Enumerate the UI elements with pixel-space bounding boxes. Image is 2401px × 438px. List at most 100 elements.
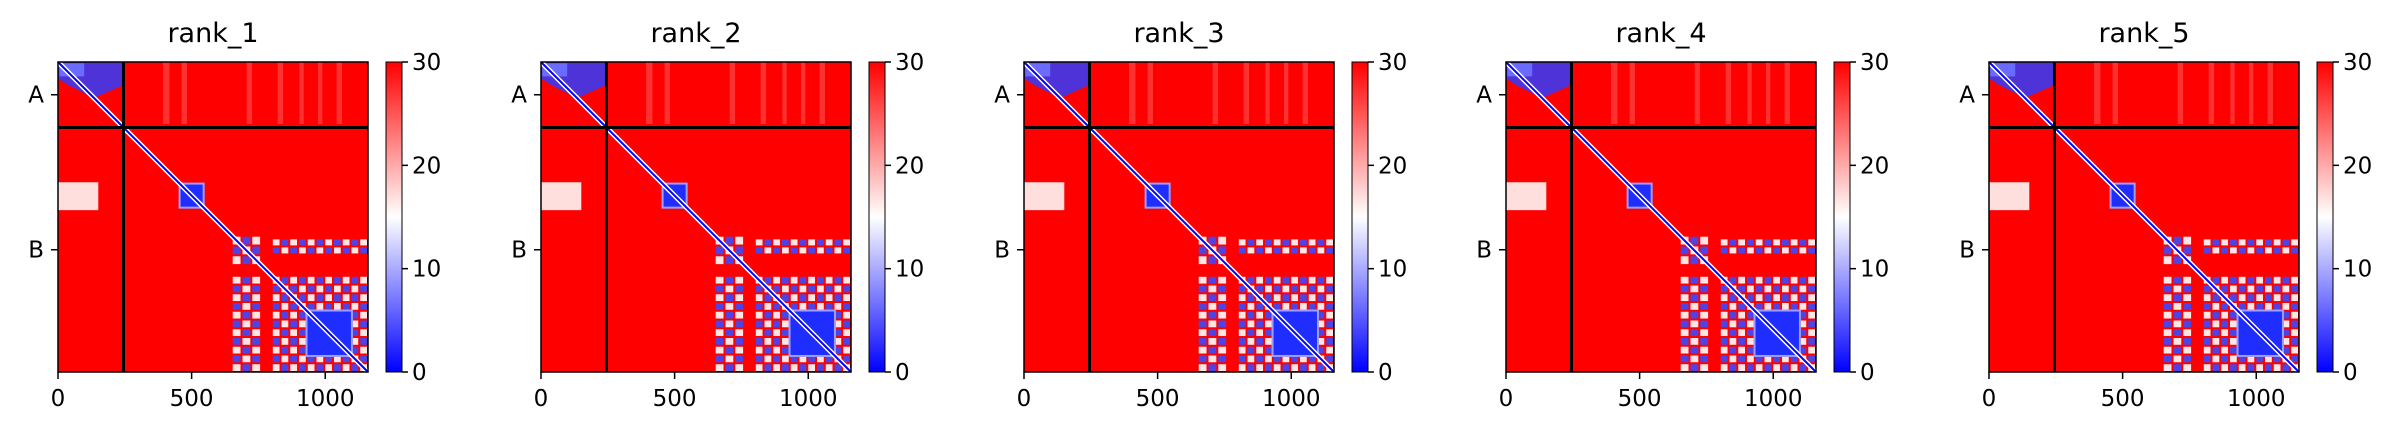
heatmap-cell: [325, 294, 333, 302]
colorbar-tick-label: 0: [412, 360, 427, 386]
heatmap-cell: [1700, 355, 1709, 363]
heatmap-cell: [773, 247, 781, 254]
heatmap-cell: [351, 239, 359, 246]
heatmap-cell: [808, 247, 816, 254]
heatmap-cell: [2291, 311, 2298, 319]
axes-frame: [1988, 61, 2300, 373]
heatmap-cell: [1247, 364, 1255, 371]
heatmap-cell: [2247, 303, 2255, 310]
heatmap-cell: [1747, 285, 1754, 293]
heatmap-cell: [2183, 355, 2192, 363]
heatmap-cell: [725, 285, 734, 293]
heatmap-cell: [843, 320, 850, 328]
heatmap-cell: [252, 346, 261, 354]
heatmap-cell: [2291, 320, 2298, 328]
heatmap-cell: [2173, 338, 2182, 345]
heatmap-cell: [1720, 329, 1728, 337]
heatmap-cell: [2183, 236, 2192, 245]
heatmap-texture: [181, 62, 187, 124]
heatmap-cell: [2221, 239, 2229, 246]
heatmap-cell: [334, 364, 341, 371]
heatmap-cell: [1773, 285, 1781, 293]
heatmap-cell: [1282, 276, 1290, 284]
heatmap-cell: [725, 329, 734, 337]
heatmap-cell: [825, 239, 833, 246]
heatmap-cell: [1799, 294, 1807, 302]
heatmap-cell: [1700, 246, 1709, 255]
heatmap-cell: [1720, 303, 1728, 310]
heatmap-cell: [316, 247, 324, 254]
heatmap-cell: [735, 294, 744, 302]
heatmap-cell: [342, 355, 350, 363]
heatmap-cell: [232, 246, 241, 255]
heatmap-cell: [2173, 236, 2182, 245]
heatmap-cell: [1680, 276, 1689, 284]
heatmap-cell: [1291, 355, 1299, 363]
heatmap-cell: [790, 239, 798, 246]
heatmap-cell: [2273, 247, 2281, 254]
heatmap-cell: [2265, 239, 2272, 246]
heatmap-cell: [1690, 364, 1699, 371]
heatmap-cell: [1265, 329, 1272, 337]
heatmap-cell: [1300, 247, 1307, 254]
colorbar-tick-label: 0: [895, 360, 910, 386]
heatmap-cell: [825, 294, 833, 302]
heatmap-cell: [1808, 338, 1815, 345]
heatmap-texture: [1629, 62, 1635, 124]
heatmap-cell: [1308, 276, 1316, 284]
heatmap-cell: [351, 346, 359, 354]
heatmap-cell: [1198, 329, 1207, 337]
heatmap-cell: [843, 355, 850, 363]
heatmap-cell: [360, 329, 367, 337]
heatmap-cell: [242, 355, 251, 363]
heatmap-cell: [2265, 247, 2272, 254]
heatmap-cell: [2282, 276, 2290, 284]
heatmap-cell: [1317, 364, 1325, 371]
heatmap-cell: [773, 364, 781, 371]
heatmap-cell: [1680, 329, 1689, 337]
heatmap-cell: [1326, 303, 1333, 310]
heatmap-cell: [2256, 355, 2264, 363]
heatmap-cell: [1326, 276, 1333, 284]
heatmap-cell: [1773, 364, 1781, 371]
heatmap-cell: [790, 285, 798, 293]
heatmap-cell: [307, 276, 315, 284]
heatmap-cell: [799, 239, 807, 246]
x-tick-label: 1000: [1744, 386, 1803, 412]
heatmap-cell: [1265, 364, 1272, 371]
heatmap-cell: [1773, 247, 1781, 254]
heatmap-cell: [2163, 256, 2172, 265]
heatmap-cell: [1317, 346, 1325, 354]
heatmap-cell: [252, 236, 261, 245]
heatmap-texture: [819, 62, 825, 124]
heatmap-cell: [715, 256, 724, 265]
heatmap-cell: [735, 364, 744, 371]
heatmap-cell: [2203, 320, 2211, 328]
heatmap-texture: [664, 62, 670, 124]
heatmap-cell: [272, 329, 280, 337]
heatmap-cell: [1808, 276, 1815, 284]
heatmap-cell: [232, 285, 241, 293]
heatmap-cell: [1238, 247, 1246, 254]
heatmap-cell: [2212, 355, 2220, 363]
heatmap-cell: [735, 246, 744, 255]
heatmap-cell: [755, 355, 763, 363]
heatmap-cell: [2221, 285, 2229, 293]
colorbar-tick-label: 10: [412, 257, 441, 283]
heatmap-cell: [2163, 303, 2172, 310]
heatmap-cell: [290, 276, 298, 284]
panel-title: rank_4: [1615, 18, 1706, 49]
heatmap-cell: [242, 338, 251, 345]
heatmap-cell: [2230, 320, 2237, 328]
heatmap-cell: [1198, 355, 1207, 363]
heatmap-cell: [2212, 329, 2220, 337]
diagonal-line: [57, 61, 369, 373]
heatmap-cell: [360, 276, 367, 284]
heatmap-cell: [1790, 355, 1798, 363]
heatmap-cell: [1256, 276, 1264, 284]
heatmap-cell: [2238, 239, 2246, 246]
x-tick-label: 0: [1017, 386, 1032, 412]
heatmap-cell: [58, 182, 99, 211]
heatmap-cell: [1799, 239, 1807, 246]
heatmap-cell: [755, 294, 763, 302]
